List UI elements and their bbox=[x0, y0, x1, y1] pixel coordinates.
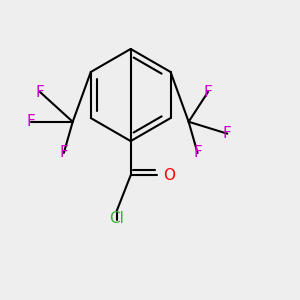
Text: F: F bbox=[36, 85, 44, 100]
Text: F: F bbox=[27, 114, 35, 129]
Text: Cl: Cl bbox=[109, 211, 124, 226]
Text: F: F bbox=[59, 146, 68, 160]
Text: O: O bbox=[164, 168, 175, 183]
Text: F: F bbox=[223, 126, 232, 141]
Text: F: F bbox=[204, 85, 212, 100]
Text: F: F bbox=[193, 146, 202, 160]
